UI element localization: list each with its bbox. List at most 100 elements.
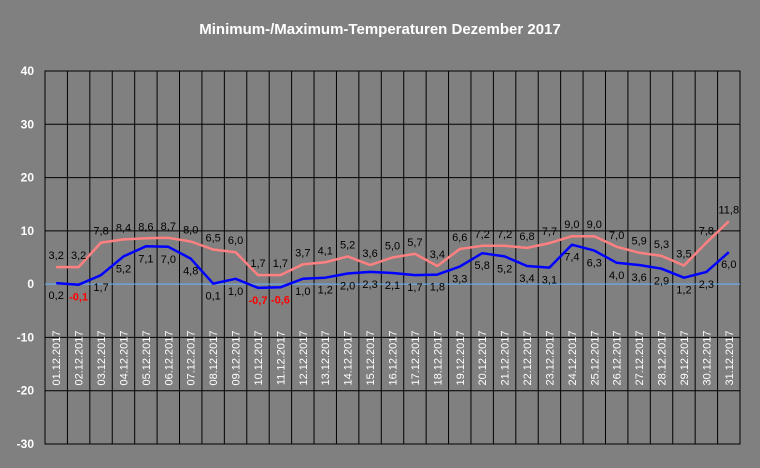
max-temperature-line <box>56 220 730 277</box>
max-data-label: 11,8 <box>718 204 739 216</box>
x-tick-label: 09.12.2017 <box>231 330 243 385</box>
max-data-label: 3,2 <box>71 250 86 262</box>
x-tick-label: 25.12.2017 <box>589 330 601 385</box>
max-data-label: 8,7 <box>161 221 176 233</box>
x-tick-label: 17.12.2017 <box>410 330 422 385</box>
x-tick-label: 26.12.2017 <box>612 330 624 385</box>
min-data-label: 0,2 <box>49 290 64 302</box>
min-data-label: 5,2 <box>497 263 512 275</box>
min-data-label: 2,0 <box>340 280 355 292</box>
min-data-label: 3,3 <box>452 274 467 286</box>
max-data-label: 6,0 <box>228 235 243 247</box>
x-tick-label: 28.12.2017 <box>657 330 669 385</box>
y-tick-label: 0 <box>27 277 34 291</box>
max-data-label: 3,4 <box>430 249 445 261</box>
max-data-label: 8,4 <box>116 222 131 234</box>
x-tick-label: 24.12.2017 <box>567 330 579 385</box>
max-data-label: 6,8 <box>519 231 534 243</box>
max-data-label: 5,2 <box>340 239 355 251</box>
max-data-label: 9,0 <box>564 219 579 231</box>
max-data-label: 7,2 <box>497 229 512 241</box>
y-tick-label: 20 <box>21 171 35 185</box>
min-data-label: 1,0 <box>228 286 243 298</box>
max-data-label: 6,6 <box>452 232 467 244</box>
max-data-label: 5,0 <box>385 241 400 253</box>
x-tick-label: 31.12.2017 <box>724 330 736 385</box>
x-tick-label: 14.12.2017 <box>343 330 355 385</box>
min-data-label: 7,1 <box>138 253 153 265</box>
x-tick-label: 21.12.2017 <box>500 330 512 385</box>
min-data-label: 3,4 <box>519 273 534 285</box>
y-tick-label: -20 <box>17 384 35 398</box>
x-tick-label: 07.12.2017 <box>186 330 198 385</box>
min-data-label: 1,0 <box>295 286 310 298</box>
x-tick-label: 19.12.2017 <box>455 330 467 385</box>
min-data-label: 1,8 <box>430 282 445 294</box>
min-data-label: 3,1 <box>542 275 557 287</box>
min-data-label: 2,1 <box>385 280 400 292</box>
data-labels: 3,2 3,2 7,8 8,4 8,6 8,7 8,0 6,5 6,0 1,7 1,7 3,7 4,1 5… <box>49 204 740 307</box>
min-data-label: 4,0 <box>609 270 624 282</box>
x-tick-label: 27.12.2017 <box>634 330 646 385</box>
x-tick-label: 22.12.2017 <box>522 330 534 385</box>
min-data-label: 4,8 <box>183 266 198 278</box>
min-data-label: 6,0 <box>721 259 736 271</box>
max-data-label: 7,0 <box>609 230 624 242</box>
x-tick-label: 15.12.2017 <box>365 330 377 385</box>
max-data-label: 1,7 <box>273 258 288 270</box>
x-axis: 01.12.2017 02.12.2017 03.12.2017 04.12.2017… <box>51 330 736 385</box>
x-tick-label: 10.12.2017 <box>253 330 265 385</box>
y-tick-label: 30 <box>21 117 35 131</box>
y-tick-label: 40 <box>21 64 35 78</box>
min-data-label: 0,1 <box>205 291 220 303</box>
max-data-label: 3,5 <box>676 248 691 260</box>
y-tick-label: 10 <box>21 224 35 238</box>
min-data-label: 7,0 <box>161 254 176 266</box>
max-data-label: 7,8 <box>93 226 108 238</box>
max-data-label: 5,7 <box>407 237 422 249</box>
x-tick-label: 03.12.2017 <box>96 330 108 385</box>
x-tick-label: 18.12.2017 <box>432 330 444 385</box>
max-data-label: 5,9 <box>631 236 646 248</box>
x-tick-label: 23.12.2017 <box>544 330 556 385</box>
min-data-label: 1,2 <box>318 285 333 297</box>
chart-title: Minimum-/Maximum-Temperaturen Dezember 2… <box>199 21 561 38</box>
y-tick-label: -30 <box>17 437 35 451</box>
x-tick-label: 01.12.2017 <box>51 330 63 385</box>
max-data-label: 8,0 <box>183 225 198 237</box>
x-tick-label: 05.12.2017 <box>141 330 153 385</box>
min-temperature-line <box>56 243 730 290</box>
y-tick-label: -10 <box>17 330 35 344</box>
x-tick-label: 06.12.2017 <box>163 330 175 385</box>
min-data-label: 5,8 <box>475 260 490 272</box>
max-data-label: 5,3 <box>654 239 669 251</box>
max-data-label: 7,8 <box>699 226 714 238</box>
x-tick-label: 04.12.2017 <box>118 330 130 385</box>
max-data-label: 7,2 <box>475 229 490 241</box>
min-data-label: -0,7 <box>248 295 267 307</box>
x-tick-label: 12.12.2017 <box>298 330 310 385</box>
max-data-label: 3,7 <box>295 247 310 259</box>
max-data-label: 7,7 <box>542 226 557 238</box>
series-lines <box>56 220 730 290</box>
min-data-label: 2,3 <box>699 279 714 291</box>
min-data-label: 3,6 <box>631 272 646 284</box>
x-tick-label: 20.12.2017 <box>477 330 489 385</box>
max-data-label: 3,2 <box>49 250 64 262</box>
max-data-label: 4,1 <box>318 245 333 257</box>
max-data-label: 6,5 <box>205 233 220 245</box>
min-data-label: 6,3 <box>587 258 602 270</box>
min-data-label: 2,9 <box>654 276 669 288</box>
max-data-label: 9,0 <box>587 219 602 231</box>
max-data-label: 1,7 <box>250 258 265 270</box>
min-data-label: -0,6 <box>271 294 290 306</box>
min-data-label: 7,4 <box>564 252 579 264</box>
y-axis: 40 30 20 10 0 -10 -20 -30 <box>17 64 35 451</box>
x-tick-label: 08.12.2017 <box>208 330 220 385</box>
min-data-label: 1,7 <box>407 282 422 294</box>
x-tick-label: 30.12.2017 <box>701 330 713 385</box>
grid-lines <box>45 70 740 445</box>
x-tick-label: 16.12.2017 <box>388 330 400 385</box>
